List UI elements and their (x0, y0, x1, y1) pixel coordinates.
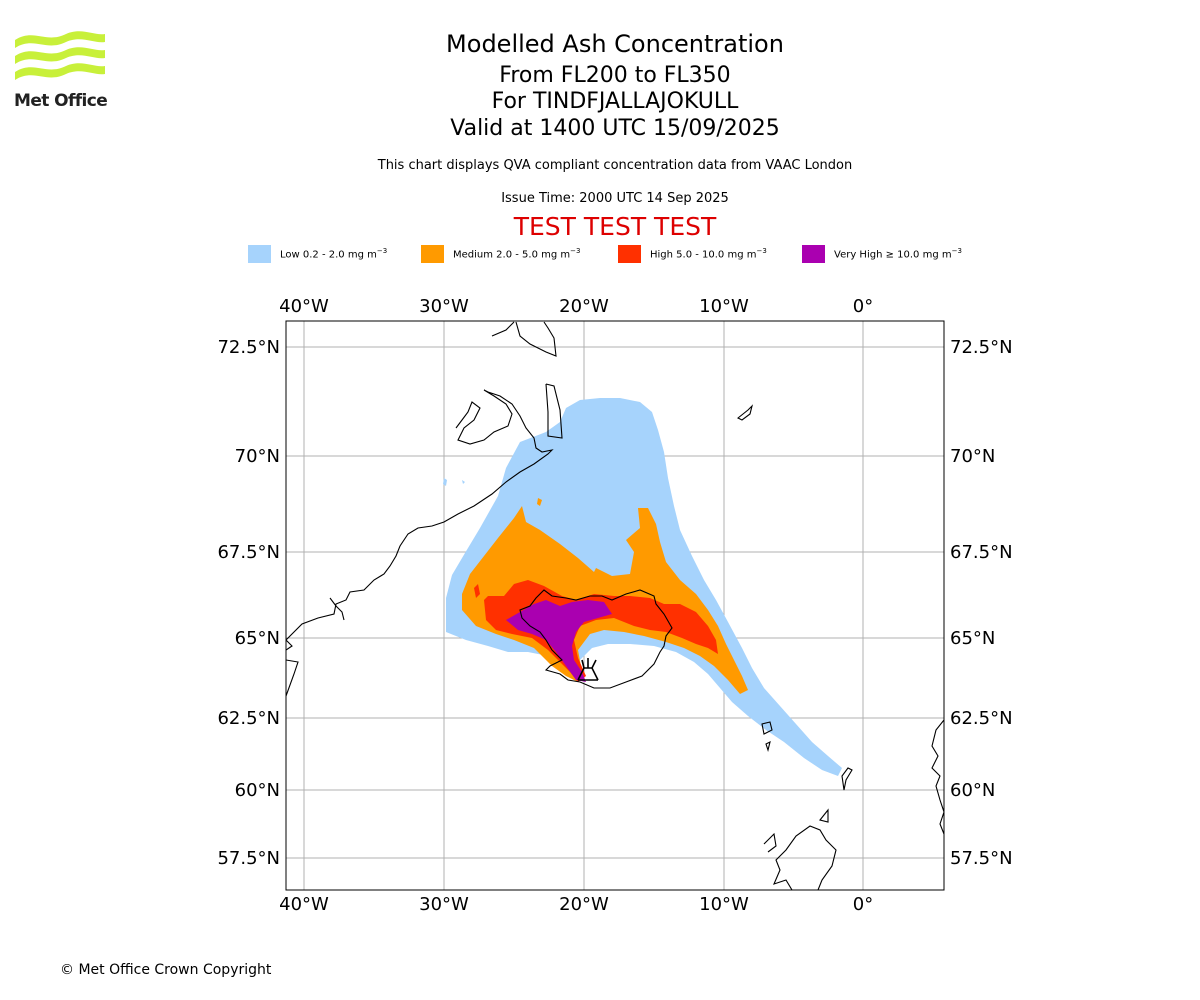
volcano-name: For TINDFJALLAJOKULL (491, 89, 739, 114)
lon-tick-bottom: 0° (853, 894, 873, 915)
lon-tick-bottom: 20°W (559, 894, 609, 915)
coast-norway (931, 719, 944, 835)
lat-tick-right: 72.5°N (950, 337, 1013, 358)
lat-tick-left: 62.5°N (217, 708, 280, 729)
ash-very-high-region (506, 600, 612, 682)
lon-tick-bottom: 40°W (279, 894, 329, 915)
lon-tick-bottom: 30°W (419, 894, 469, 915)
lat-tick-left: 57.5°N (217, 848, 280, 869)
coast-greenland-east (545, 383, 563, 439)
legend-label-medium: Medium 2.0 - 5.0 mg m (453, 249, 571, 261)
coast-faroe (761, 721, 773, 752)
lat-tick-right: 65°N (950, 628, 995, 649)
coastlines (286, 321, 944, 890)
met-office-waves-icon (15, 31, 105, 80)
ash-low-speck (443, 478, 447, 486)
legend-swatch-very-high (802, 245, 825, 263)
legend-swatch-low (248, 245, 271, 263)
ash-low-speck-2 (462, 480, 465, 484)
valid-time: Valid at 1400 UTC 15/09/2025 (450, 116, 780, 141)
lon-tick-top: 20°W (559, 296, 609, 317)
legend-swatch-medium (421, 245, 444, 263)
chart-title: Modelled Ash Concentration (446, 30, 784, 58)
lat-tick-right: 70°N (950, 446, 995, 467)
coast-small-island (736, 404, 754, 421)
lon-tick-top: 30°W (419, 296, 469, 317)
ash-medium-speck (537, 498, 542, 506)
coast-greenland-north (491, 321, 557, 357)
issue-time: Issue Time: 2000 UTC 14 Sep 2025 (501, 191, 729, 206)
coast-greenland (286, 389, 554, 651)
map-area (286, 321, 944, 890)
lon-tick-top: 10°W (699, 296, 749, 317)
legend-label-very-high: Very High ≥ 10.0 mg m (834, 249, 952, 261)
lat-tick-left: 67.5°N (217, 542, 280, 563)
lon-tick-top: 40°W (279, 296, 329, 317)
lat-tick-left: 70°N (235, 446, 280, 467)
lat-tick-right: 62.5°N (950, 708, 1013, 729)
lat-tick-left: 65°N (235, 628, 280, 649)
lat-tick-left: 72.5°N (217, 337, 280, 358)
coast-scotland (763, 767, 853, 890)
lat-tick-left: 60°N (235, 780, 280, 801)
chart-description: This chart displays QVA compliant concen… (377, 158, 853, 173)
lon-tick-bottom: 10°W (699, 894, 749, 915)
lon-tick-top: 0° (853, 296, 873, 317)
lat-tick-right: 57.5°N (950, 848, 1013, 869)
map-frame (285, 320, 945, 891)
coast-iceland (519, 589, 673, 689)
met-office-logo: Met Office (14, 30, 110, 114)
lat-tick-right: 67.5°N (950, 542, 1013, 563)
logo-text: Met Office (14, 91, 108, 111)
ash-high-speck (474, 584, 480, 598)
volcano-icon (577, 658, 599, 681)
legend-swatch-high (618, 245, 641, 263)
flight-levels: From FL200 to FL350 (499, 63, 731, 88)
test-label: TEST TEST TEST (513, 212, 717, 241)
lat-tick-right: 60°N (950, 780, 995, 801)
legend-label-high: High 5.0 - 10.0 mg m (650, 249, 757, 261)
coast-greenland-sw (286, 597, 345, 697)
copyright: © Met Office Crown Copyright (60, 962, 272, 978)
legend-label-low: Low 0.2 - 2.0 mg m (280, 249, 377, 261)
